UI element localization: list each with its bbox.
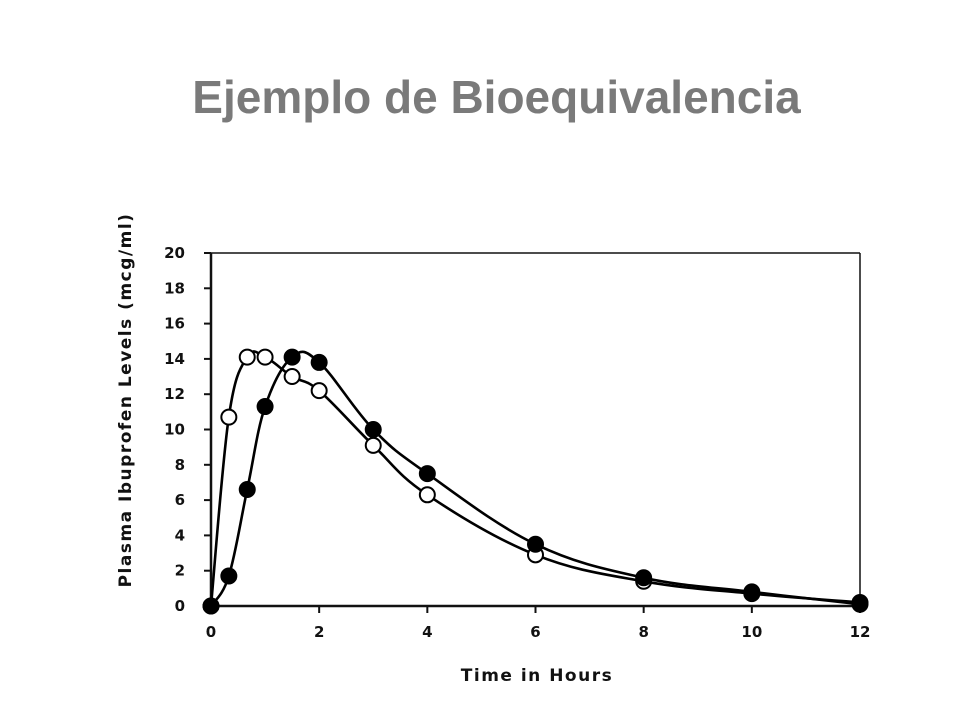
x-tick-label: 10 (741, 623, 762, 641)
filled-data-point (256, 398, 274, 416)
series-curves (209, 350, 861, 607)
filled-data-point (635, 569, 653, 587)
x-axis-ticks: 0 2 4 6 8 10 12 (206, 606, 871, 641)
x-axis-title: Time in Hours (461, 666, 613, 686)
x-tick-label: 2 (314, 623, 324, 641)
filled-data-point (743, 583, 761, 601)
y-tick-label: 2 (175, 562, 185, 580)
filled-marker-series-line (209, 350, 861, 607)
y-tick-label: 0 (175, 597, 185, 615)
filled-data-point (851, 595, 869, 613)
filled-data-point (283, 348, 301, 366)
filled-data-point (364, 421, 382, 438)
x-tick-label: 12 (850, 623, 871, 641)
filled-data-point (418, 465, 436, 483)
y-tick-label: 20 (164, 244, 185, 262)
y-axis-ticks: 0 2 4 6 8 10 12 14 16 18 20 (164, 244, 211, 615)
y-tick-label: 4 (175, 526, 185, 544)
x-tick-label: 8 (638, 623, 648, 641)
slide-title: Ejemplo de Bioequivalencia (192, 71, 801, 123)
y-tick-label: 16 (164, 315, 185, 333)
y-axis-title: Plasma Ibuprofen Levels (mcg/ml) (116, 213, 136, 588)
open-data-point (220, 408, 238, 426)
open-data-point (364, 436, 382, 454)
open-data-point (418, 486, 436, 504)
filled-data-point (220, 567, 238, 585)
filled-data-point (238, 481, 256, 499)
x-tick-label: 4 (422, 623, 432, 641)
open-marker-series-line (209, 350, 861, 607)
y-tick-label: 8 (175, 456, 185, 474)
y-tick-label: 10 (164, 421, 185, 439)
series-markers (202, 348, 869, 615)
open-data-point (310, 382, 328, 400)
x-tick-label: 0 (206, 623, 216, 641)
filled-data-point (527, 535, 544, 553)
y-tick-label: 12 (164, 385, 185, 403)
x-tick-label: 6 (530, 623, 540, 641)
open-data-point (238, 348, 256, 366)
filled-data-point (310, 353, 328, 371)
y-tick-label: 14 (164, 350, 185, 368)
y-tick-label: 6 (175, 491, 185, 509)
filled-data-point (202, 597, 220, 615)
y-tick-label: 18 (164, 279, 185, 297)
open-data-point (256, 348, 274, 366)
open-data-point (283, 368, 301, 386)
